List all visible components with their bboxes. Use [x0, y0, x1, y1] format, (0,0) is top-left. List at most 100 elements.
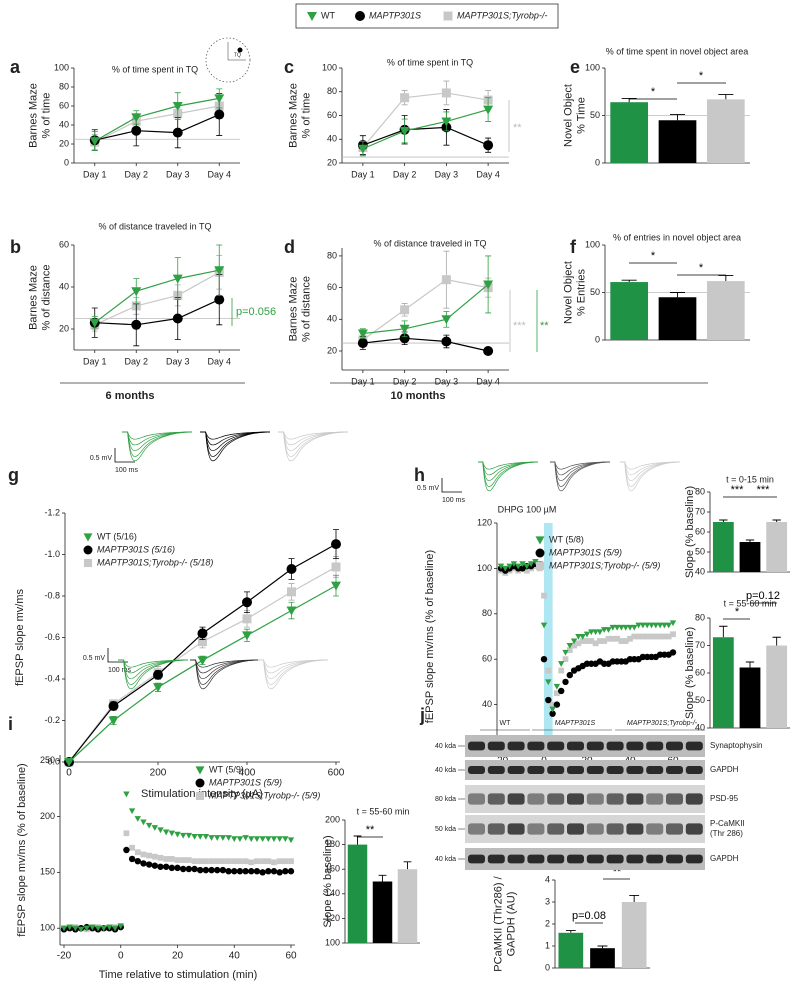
y-tick-label: 80 — [327, 86, 337, 96]
weight-label: 40 kda — [435, 767, 456, 774]
marker — [151, 853, 158, 860]
marker — [558, 687, 565, 695]
legend-label: MAPTP301S;Tyrobp-/- (5/18) — [97, 557, 213, 567]
panel-label: i — [8, 714, 13, 734]
marker — [265, 868, 272, 875]
trace — [478, 461, 539, 492]
maze-quadrant — [227, 42, 246, 61]
marker — [502, 565, 509, 572]
marker — [631, 633, 638, 640]
y-tick-label: 100 — [54, 62, 69, 72]
bar — [712, 637, 734, 728]
marker — [601, 627, 608, 633]
marker — [545, 696, 552, 704]
marker — [202, 858, 209, 865]
marker — [253, 868, 261, 875]
error-bar — [718, 94, 734, 100]
blot-band — [646, 766, 664, 774]
bar — [658, 297, 697, 340]
marker — [527, 561, 535, 568]
x-tick-label: Day 3 — [166, 169, 190, 179]
marker — [128, 808, 136, 815]
marker — [253, 836, 261, 843]
blot-band — [468, 766, 485, 774]
bar — [558, 932, 584, 968]
y-tick-label: 20 — [327, 345, 337, 355]
marker — [231, 858, 238, 865]
trace — [278, 431, 349, 462]
blot-band — [468, 854, 485, 864]
blot-band — [567, 741, 584, 751]
marker — [219, 835, 227, 841]
marker — [259, 858, 266, 865]
band-label: PSD-95 — [710, 794, 739, 803]
marker — [77, 926, 85, 933]
marker — [134, 857, 141, 865]
x-axis-label: Time relative to stimulation (min) — [99, 969, 258, 981]
blot-band — [666, 741, 683, 751]
trace — [200, 431, 271, 452]
marker — [242, 835, 249, 841]
marker — [259, 869, 266, 876]
marker — [168, 856, 175, 862]
marker — [214, 858, 221, 865]
y-tick-label: 80 — [695, 486, 705, 496]
marker — [483, 280, 494, 290]
y-tick-label: 60 — [59, 100, 69, 110]
x-tick-label: Day 2 — [393, 376, 417, 386]
weight-label: 50 kda — [435, 826, 456, 833]
panel-label: d — [284, 237, 295, 257]
blot-strip — [465, 848, 705, 870]
y-tick-label: 2 — [545, 918, 550, 928]
marker — [661, 633, 668, 640]
blot-band — [626, 793, 644, 805]
marker — [220, 858, 226, 865]
scale-bar-label: 100 ms — [442, 497, 465, 504]
blot-band — [547, 741, 565, 751]
blot-strip — [465, 785, 705, 813]
x-tick-label: Day 1 — [83, 356, 107, 366]
y-tick-label: -0.6 — [44, 632, 60, 642]
y-tick-label: 50 — [590, 287, 600, 297]
blot-band — [685, 741, 703, 751]
blot-band — [606, 854, 624, 864]
legend-label: MAPTP301S — [369, 10, 421, 20]
blot-band — [468, 741, 485, 751]
trace — [190, 659, 261, 680]
blot-band — [547, 854, 565, 864]
y-tick-label: 120 — [477, 517, 492, 527]
scale-bar-label: 100 ms — [115, 467, 138, 474]
marker — [198, 637, 207, 647]
x-tick-label: 400 — [239, 768, 256, 779]
marker — [89, 924, 96, 931]
marker — [549, 701, 556, 708]
blot-band — [527, 793, 545, 805]
blot-band — [666, 823, 683, 835]
chart-title: % of time spent in TQ — [112, 64, 198, 74]
marker — [174, 831, 181, 838]
y-tick-label: -0.2 — [44, 715, 60, 725]
series-line — [94, 113, 220, 141]
blot-band — [567, 793, 584, 805]
marker — [179, 865, 187, 873]
x-tick-label: Day 1 — [351, 376, 375, 386]
legend-marker — [195, 778, 205, 788]
blot-band — [586, 741, 604, 751]
y-tick-label: 80 — [59, 81, 69, 91]
marker — [131, 287, 142, 297]
marker — [128, 855, 136, 863]
marker — [185, 832, 193, 839]
y-axis-label: Slope (% baseline) — [684, 627, 696, 719]
marker — [151, 862, 158, 869]
marker — [549, 710, 556, 717]
bar — [712, 522, 734, 572]
blot-band — [685, 854, 703, 864]
marker — [652, 633, 659, 640]
marker — [129, 844, 135, 851]
y-tick-label: 50 — [695, 695, 705, 705]
blot-band — [685, 766, 703, 774]
blot-band — [646, 793, 664, 805]
marker — [131, 319, 142, 330]
blot-band — [468, 793, 485, 805]
y-axis-label: % Time — [575, 97, 587, 134]
